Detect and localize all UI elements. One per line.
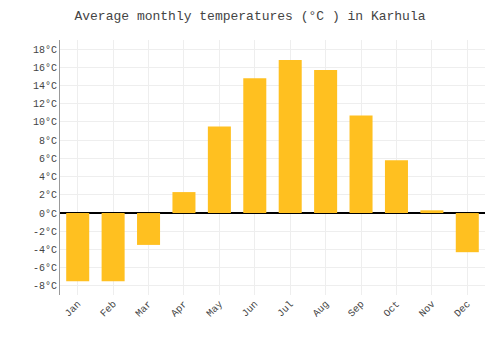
svg-text:2°C: 2°C [39, 190, 57, 201]
svg-text:10°C: 10°C [33, 117, 57, 128]
svg-text:Jun: Jun [240, 299, 261, 320]
svg-text:12°C: 12°C [33, 99, 57, 110]
svg-text:18°C: 18°C [33, 45, 57, 56]
svg-text:May: May [205, 299, 226, 320]
svg-text:Mar: Mar [134, 299, 155, 320]
svg-text:Feb: Feb [98, 299, 119, 320]
svg-text:Jan: Jan [63, 299, 84, 320]
svg-text:6°C: 6°C [39, 154, 57, 165]
svg-text:14°C: 14°C [33, 81, 57, 92]
svg-text:8°C: 8°C [39, 136, 57, 147]
svg-text:-4°C: -4°C [33, 245, 57, 256]
svg-text:Sep: Sep [346, 299, 367, 320]
svg-text:16°C: 16°C [33, 63, 57, 74]
svg-text:Dec: Dec [452, 299, 473, 320]
svg-text:-8°C: -8°C [33, 281, 57, 292]
svg-text:Oct: Oct [382, 299, 403, 320]
svg-text:Aug: Aug [311, 299, 332, 320]
svg-text:Average monthly temperatures (: Average monthly temperatures (°C ) in Ka… [74, 9, 425, 24]
svg-text:Nov: Nov [417, 299, 438, 320]
svg-text:Jul: Jul [275, 299, 296, 320]
svg-text:0°C: 0°C [39, 209, 57, 220]
svg-text:4°C: 4°C [39, 172, 57, 183]
svg-text:Apr: Apr [169, 299, 190, 320]
svg-text:-2°C: -2°C [33, 227, 57, 238]
svg-text:-6°C: -6°C [33, 263, 57, 274]
